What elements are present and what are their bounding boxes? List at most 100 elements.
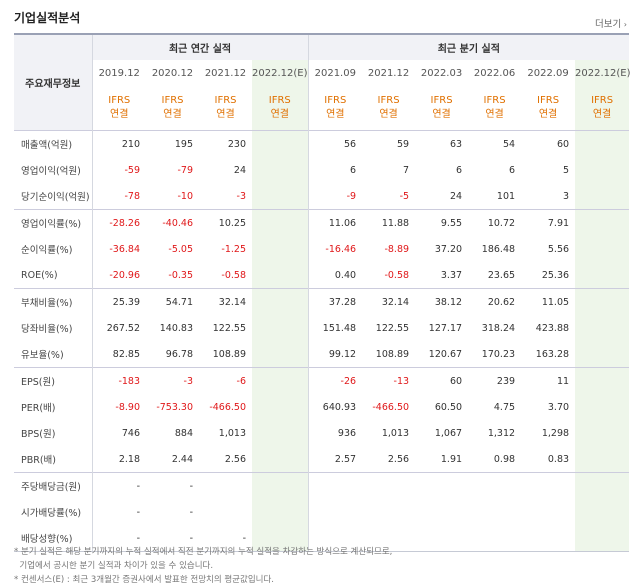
table-row: 주당배당금(원) - - — [14, 472, 630, 499]
cell-value: 11.05 — [521, 288, 576, 315]
cell-value: -16.46 — [307, 236, 363, 262]
cell-value: -5 — [399, 190, 410, 202]
financial-table: 주요재무정보 최근 연간 실적 최근 분기 실적 2019.12 2020.12 2… — [14, 33, 631, 552]
more-link[interactable]: 더보기 › — [595, 16, 627, 30]
cell-value: 122.55 — [212, 322, 246, 334]
ifrs-basis-header: IFRS 연결 — [146, 86, 199, 131]
cell-value: 2.57 — [307, 446, 363, 473]
cell-value: 1.91 — [440, 453, 463, 465]
cell-value: -0.58 — [221, 269, 246, 281]
ifrs-label: IFRS — [214, 95, 237, 106]
cell-value — [252, 157, 309, 183]
cell-value: 127.17 — [428, 322, 463, 334]
cell-value: 3.70 — [547, 401, 570, 413]
cell-value: 63 — [415, 130, 469, 157]
cell-value — [252, 394, 309, 420]
quarter-group-header: 최근 분기 실적 — [307, 34, 630, 60]
ifrs-basis-header: IFRS 연결 — [468, 86, 521, 131]
cell-value — [252, 472, 309, 499]
ifrs-basis-header: IFRS 연결 — [415, 86, 468, 131]
cell-value — [521, 525, 576, 552]
cell-value: 230 — [199, 130, 252, 157]
cell-value — [575, 341, 630, 368]
row-label: BPS(원) — [14, 420, 92, 446]
ifrs-label: IFRS — [324, 95, 347, 106]
cell-value — [307, 525, 363, 552]
cell-value: 1,013 — [381, 427, 410, 439]
cell-value — [575, 420, 630, 446]
cell-value — [362, 472, 416, 499]
cell-value — [199, 472, 252, 499]
cell-value: 37.20 — [434, 243, 463, 255]
cell-value: 2.44 — [171, 453, 193, 465]
cell-value — [252, 341, 309, 368]
cell-value: -8.89 — [384, 243, 410, 255]
cell-value — [415, 499, 468, 525]
cell-value: 38.12 — [415, 288, 469, 315]
more-label: 더보기 — [595, 19, 622, 30]
period-header: 2022.06 — [473, 67, 516, 79]
cell-value: 936 — [307, 420, 363, 446]
table-row: 당기순이익(억원) -78 -10 -3 -9 -5 24 101 3 — [14, 183, 630, 210]
basis-label: 연결 — [270, 109, 289, 120]
cell-value — [252, 183, 309, 210]
cell-value: -9 — [307, 183, 363, 210]
annual-group-header: 최근 연간 실적 — [91, 34, 309, 60]
cell-value — [252, 315, 309, 341]
footnote: * 컨센서스(E) : 최근 3개월간 증권사에서 발표한 전망치의 평균값입니… — [14, 575, 274, 585]
cell-value — [575, 315, 630, 341]
cell-value: -79 — [177, 164, 193, 176]
cell-value: 1,312 — [487, 427, 516, 439]
table-row: 시가배당률(%) - - — [14, 499, 630, 525]
cell-value: - — [199, 525, 252, 552]
cell-value: 151.48 — [307, 315, 363, 341]
cell-value: 239 — [468, 367, 522, 394]
row-label: 당기순이익(억원) — [14, 183, 92, 210]
cell-value: 54 — [468, 130, 522, 157]
cell-value: 140.83 — [159, 322, 193, 334]
cell-value: -753.30 — [156, 401, 193, 413]
cell-value: -6 — [199, 367, 252, 394]
cell-value: 24 — [233, 164, 246, 176]
cell-value: 20.62 — [468, 288, 522, 315]
basis-label: 연결 — [432, 109, 451, 120]
cell-value — [199, 499, 252, 525]
cell-value: 108.89 — [375, 348, 410, 360]
cell-value — [575, 367, 630, 394]
row-label: 배당성향(%) — [14, 525, 92, 552]
cell-value: 7.91 — [521, 209, 576, 236]
cell-value: -36.84 — [91, 236, 146, 262]
cell-value: -13 — [362, 367, 416, 394]
row-label: 부채비율(%) — [14, 288, 92, 315]
cell-value: 884 — [174, 427, 193, 439]
table-row: ROE(%) -20.96 -0.35 -0.58 0.40 -0.58 3.37 23.65… — [14, 262, 630, 289]
cell-value: -59 — [91, 157, 146, 183]
row-label: 당좌비율(%) — [14, 315, 92, 341]
basis-label: 연결 — [110, 109, 129, 120]
cell-value: 0.40 — [307, 262, 363, 289]
period-header: 2021.12 — [204, 67, 247, 79]
cell-value: -466.50 — [209, 401, 246, 413]
cell-value: -40.46 — [146, 209, 199, 236]
cell-value: 318.24 — [481, 322, 516, 334]
cell-value — [575, 157, 630, 183]
cell-value — [252, 288, 309, 315]
cell-value: 11.06 — [307, 209, 363, 236]
ifrs-basis-header: IFRS 연결 — [252, 86, 309, 131]
cell-value: 2.56 — [224, 453, 246, 465]
cell-value: 59 — [362, 130, 416, 157]
cell-value: 195 — [146, 130, 199, 157]
ifrs-label: IFRS — [108, 95, 131, 106]
cell-value — [521, 499, 575, 525]
cell-value: - — [146, 525, 199, 552]
cell-value: 9.55 — [415, 209, 469, 236]
cell-value: 10.72 — [468, 209, 522, 236]
cell-value — [468, 499, 521, 525]
cell-value — [468, 525, 522, 552]
cell-value: 423.88 — [535, 322, 570, 334]
cell-value: 54.71 — [146, 288, 199, 315]
cell-value: 23.65 — [487, 269, 516, 281]
ifrs-basis-header: IFRS 연결 — [362, 86, 415, 131]
ifrs-label: IFRS — [591, 95, 614, 106]
cell-value — [575, 288, 630, 315]
